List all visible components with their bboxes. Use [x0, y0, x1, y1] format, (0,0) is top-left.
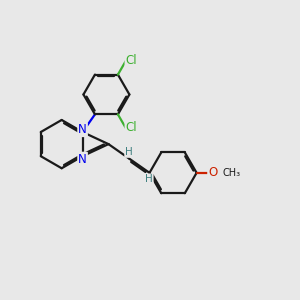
Text: N: N [78, 153, 87, 166]
Text: CH₃: CH₃ [222, 168, 240, 178]
Text: Cl: Cl [125, 54, 137, 67]
Text: N: N [78, 123, 87, 136]
Text: H: H [125, 147, 133, 157]
Text: Cl: Cl [125, 121, 137, 134]
Text: H: H [145, 174, 153, 184]
Text: O: O [208, 166, 218, 179]
